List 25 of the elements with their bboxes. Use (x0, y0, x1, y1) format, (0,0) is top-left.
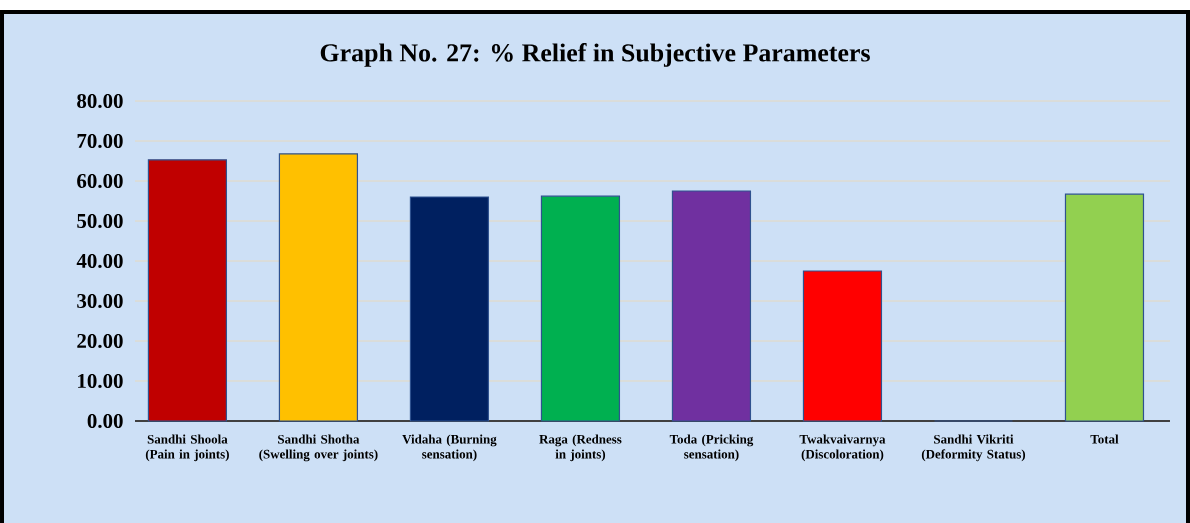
y-tick-label: 80.00 (77, 93, 123, 109)
y-tick-label: 30.00 (77, 293, 123, 309)
x-tick-label: Sandhi Vikriti (Deformity Status) (921, 434, 1026, 462)
chart-title: Graph No. 27: % Relief in Subjective Parameters (320, 43, 870, 67)
x-tick-label: Sandhi Shoola (Pain in joints) (145, 434, 229, 462)
x-tick-label: Toda (Pricking sensation) (669, 434, 754, 462)
x-tick-label: Raga (Redness in joints) (539, 434, 622, 462)
x-tick-label: Sandhi Shotha (Swelling over joints) (259, 434, 378, 462)
bar (147, 159, 228, 422)
bar (802, 270, 883, 422)
y-tick-label: 10.00 (78, 373, 123, 389)
bar (278, 153, 359, 422)
y-tick-label: 60.00 (77, 173, 123, 189)
bar (671, 190, 752, 422)
x-tick-label: Vidaha (Burning sensation) (402, 434, 497, 462)
bar (409, 196, 490, 422)
y-tick-label: 0.00 (87, 413, 123, 429)
y-tick-label: 70.00 (77, 133, 123, 149)
bar (1064, 193, 1145, 422)
x-tick-label: Twakvaivarnya (Discoloration) (799, 434, 886, 462)
y-tick-label: 20.00 (77, 333, 123, 349)
y-tick-label: 40.00 (76, 253, 123, 269)
y-tick-label: 50.00 (77, 213, 123, 229)
bar (540, 195, 621, 422)
x-tick-label: Total (1090, 434, 1119, 444)
